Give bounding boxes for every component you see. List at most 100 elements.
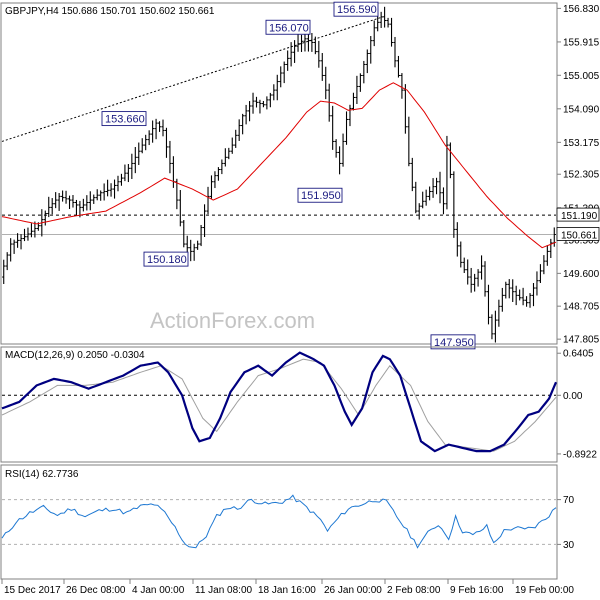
price-candle [497, 299, 501, 327]
price-candle [358, 73, 362, 92]
time-tick-label: 19 Feb 00:00 [515, 585, 574, 596]
price-candle [292, 40, 297, 63]
price-candle [99, 190, 103, 201]
price-candle [400, 73, 404, 99]
price-candle [459, 241, 463, 268]
time-tick-label: 11 Jan 08:00 [195, 585, 253, 596]
price-levels [1, 16, 556, 235]
resistance-axis-label: 151.190 [561, 211, 598, 222]
price-candle [396, 55, 401, 78]
price-candle [386, 17, 390, 28]
macd-tick-label: 0.00 [563, 391, 583, 402]
price-label: 151.950 [297, 187, 343, 203]
price-candle [313, 36, 317, 55]
price-candle [178, 190, 182, 227]
svg-text:153.660: 153.660 [105, 114, 145, 126]
price-candle [518, 289, 522, 301]
price-candle [355, 75, 359, 104]
price-candle [85, 195, 89, 211]
macd-tick-label: 0.6405 [563, 349, 594, 360]
price-candle [5, 252, 9, 271]
price-candle [151, 120, 155, 143]
price-candle [511, 279, 515, 302]
price-candle [299, 34, 304, 52]
price-candle [241, 113, 245, 135]
price-candle [244, 104, 248, 125]
price-candle [473, 273, 477, 292]
price-candle [524, 296, 529, 307]
price-candle [57, 193, 61, 211]
resistance-axis-box [556, 207, 600, 222]
price-candle [265, 96, 269, 110]
price-candle [137, 142, 141, 166]
price-candle [261, 100, 266, 108]
price-candle [531, 283, 536, 307]
price-candle [320, 52, 324, 81]
price-candle [379, 11, 383, 28]
trend-line [1, 16, 384, 142]
price-candle [251, 92, 255, 114]
price-candle [286, 50, 290, 71]
price-candle [112, 179, 117, 199]
price-candle [109, 183, 113, 197]
price-candle [196, 240, 200, 250]
price-candle [272, 84, 276, 101]
time-tick-label: 18 Jan 16:00 [258, 585, 316, 596]
price-candle [403, 84, 407, 134]
price-panel-title: GBPJPY,H4 150.686 150.701 150.602 150.66… [5, 6, 215, 17]
price-candle [116, 175, 120, 192]
time-tick-label: 9 Feb 16:00 [450, 585, 504, 596]
price-candle [2, 259, 6, 285]
price-candle [147, 130, 151, 146]
price-candle [102, 183, 106, 201]
price-candle [43, 210, 47, 226]
price-candle [92, 194, 96, 204]
price-candle [521, 287, 525, 306]
time-tick-label: 2 Feb 08:00 [387, 585, 441, 596]
price-candle [424, 189, 428, 206]
svg-text:156.070: 156.070 [269, 22, 309, 34]
price-candle [372, 20, 376, 47]
price-axis: 156.830 155.915 155.005 154.090 153.175 152.3… [556, 4, 600, 346]
price-candle [310, 32, 314, 52]
price-candle [348, 104, 352, 127]
price-candle [15, 233, 20, 248]
moving-average-line [1, 82, 557, 249]
price-label: 150.180 [143, 251, 189, 267]
price-candle [445, 135, 449, 210]
price-candle [407, 116, 411, 167]
price-tick-label: 152.305 [563, 170, 600, 181]
price-candle [237, 119, 241, 141]
price-candle [275, 74, 279, 101]
price-candle [414, 181, 418, 214]
price-tick-label: 154.090 [563, 104, 600, 115]
rsi-tick-label: 30 [563, 540, 575, 551]
price-candle [164, 127, 169, 158]
price-candle [476, 269, 480, 287]
price-candle [362, 60, 366, 84]
price-candle [486, 284, 491, 325]
price-candle [95, 189, 99, 201]
price-candle [189, 239, 193, 262]
price-candle [337, 146, 342, 175]
price-candle [479, 255, 484, 280]
price-candle [213, 171, 217, 189]
price-candle [175, 178, 179, 210]
time-tick-label: 26 Jan 00:00 [324, 585, 382, 596]
price-candle [490, 314, 494, 340]
price-candle [431, 178, 435, 198]
current-price-axis-box [556, 227, 600, 241]
price-candle [67, 195, 72, 209]
price-candle [258, 99, 262, 114]
svg-text:151.950: 151.950 [301, 190, 341, 202]
price-candle [528, 293, 532, 308]
macd-lines [1, 351, 558, 453]
price-candle [247, 101, 252, 122]
price-candle [220, 159, 224, 175]
price-candle [466, 259, 470, 285]
price-tick-label: 147.805 [563, 335, 600, 346]
price-candle [130, 153, 134, 180]
price-candle [119, 173, 124, 186]
macd-line [1, 351, 558, 453]
price-candle [493, 310, 498, 343]
